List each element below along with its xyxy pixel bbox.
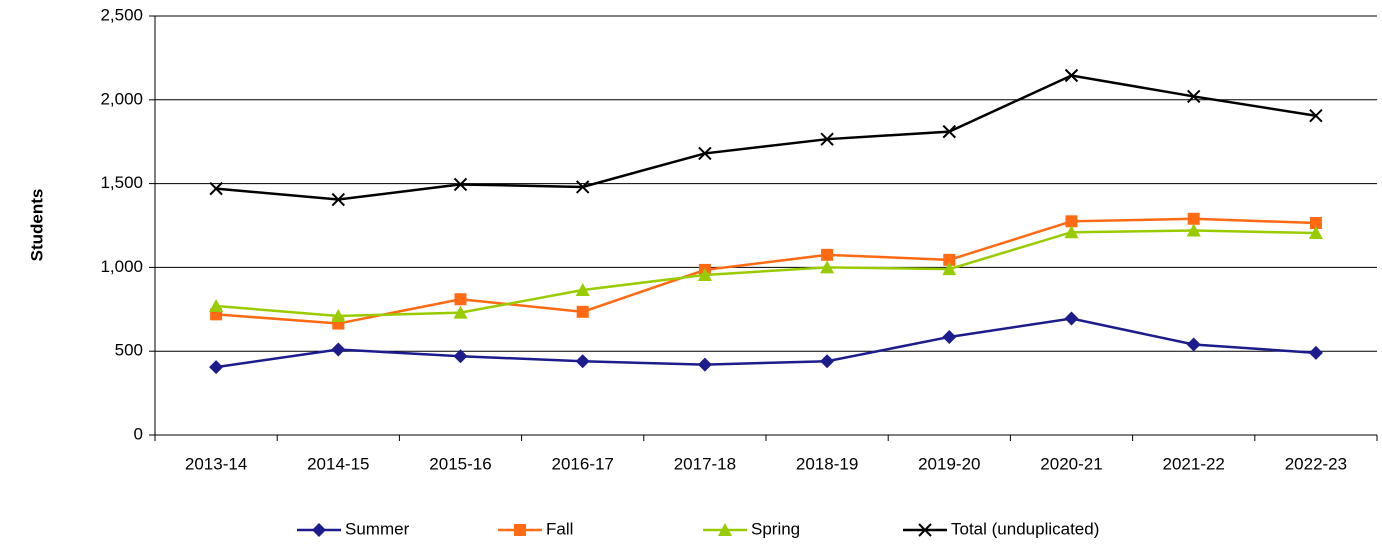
marker bbox=[453, 177, 468, 192]
marker bbox=[820, 260, 835, 274]
x-tick-label: 2022-23 bbox=[1285, 454, 1347, 473]
marker bbox=[942, 329, 957, 344]
y-tick-label: 0 bbox=[134, 424, 143, 443]
series-line bbox=[215, 74, 1317, 201]
y-axis-title: Students bbox=[27, 189, 46, 262]
marker bbox=[1186, 223, 1201, 237]
x-tick-label: 2015-16 bbox=[429, 454, 491, 473]
x-tick-label: 2013-14 bbox=[185, 454, 247, 473]
series-line bbox=[216, 217, 1316, 325]
marker bbox=[1065, 215, 1078, 228]
marker bbox=[820, 354, 835, 369]
legend-label: Fall bbox=[546, 519, 573, 538]
marker bbox=[209, 360, 224, 375]
marker bbox=[1186, 337, 1201, 352]
x-tick-label: 2019-20 bbox=[918, 454, 980, 473]
marker bbox=[697, 357, 712, 372]
marker bbox=[575, 354, 590, 369]
marker bbox=[1187, 212, 1200, 225]
marker bbox=[821, 248, 834, 261]
x-tick-label: 2018-19 bbox=[796, 454, 858, 473]
marker bbox=[209, 298, 224, 312]
marker bbox=[312, 523, 326, 537]
x-tick-label: 2014-15 bbox=[307, 454, 369, 473]
x-tick-label: 2020-21 bbox=[1040, 454, 1102, 473]
y-tick-label: 1,000 bbox=[100, 257, 143, 276]
marker bbox=[1308, 226, 1323, 240]
legend-label: Total (unduplicated) bbox=[951, 519, 1099, 538]
x-tick-label: 2016-17 bbox=[552, 454, 614, 473]
y-tick-label: 500 bbox=[115, 341, 143, 360]
marker bbox=[209, 181, 223, 196]
x-tick-label: 2021-22 bbox=[1163, 454, 1225, 473]
x-tick-label: 2017-18 bbox=[674, 454, 736, 473]
marker bbox=[514, 524, 526, 536]
marker bbox=[1064, 225, 1079, 239]
series-line bbox=[215, 229, 1316, 318]
legend-label: Spring bbox=[751, 519, 800, 538]
marker bbox=[718, 523, 732, 536]
marker bbox=[575, 180, 590, 194]
marker bbox=[1064, 311, 1079, 326]
series-line bbox=[215, 317, 1316, 369]
marker bbox=[918, 523, 932, 537]
y-tick-label: 2,500 bbox=[100, 5, 143, 24]
marker bbox=[1064, 68, 1079, 83]
marker bbox=[331, 309, 346, 323]
y-tick-label: 2,000 bbox=[100, 89, 143, 108]
marker bbox=[453, 305, 468, 319]
marker bbox=[1186, 89, 1201, 104]
legend-label: Summer bbox=[345, 519, 410, 538]
marker bbox=[1308, 345, 1323, 360]
y-tick-label: 1,500 bbox=[100, 173, 143, 192]
marker bbox=[698, 146, 712, 161]
marker bbox=[942, 124, 957, 139]
marker bbox=[453, 349, 468, 364]
marker bbox=[943, 253, 956, 266]
marker bbox=[942, 262, 957, 276]
marker bbox=[1309, 216, 1322, 229]
marker bbox=[697, 267, 712, 281]
marker bbox=[454, 293, 467, 306]
marker bbox=[331, 192, 346, 207]
marker bbox=[1309, 109, 1323, 123]
marker bbox=[820, 132, 834, 146]
marker bbox=[575, 283, 590, 297]
marker bbox=[576, 305, 589, 318]
marker bbox=[331, 342, 346, 357]
